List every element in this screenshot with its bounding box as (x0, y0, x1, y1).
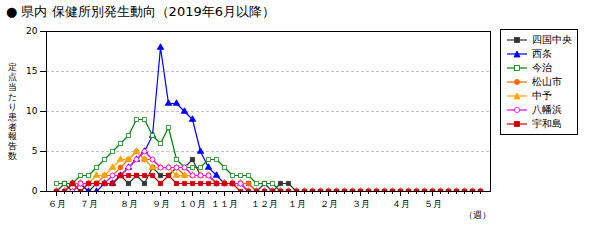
html-text:中予: 中予 (532, 90, 552, 101)
svg-text:定点当たり患者報告数: 定点当たり患者報告数 (7, 62, 17, 161)
html-text:● 県内 保健所別発生動向（2019年6月以降）: ● 県内 保健所別発生動向（2019年6月以降） (6, 4, 275, 19)
html-text:宇和島: 宇和島 (532, 118, 562, 129)
svg-text:５月: ５月 (424, 199, 442, 209)
svg-text:４月: ４月 (392, 199, 410, 209)
html-text:八幡浜: 八幡浜 (532, 104, 562, 115)
svg-text:5: 5 (32, 146, 38, 156)
svg-text:15: 15 (26, 66, 37, 76)
svg-text:７月: ７月 (80, 199, 98, 209)
svg-text:１１月: １１月 (211, 199, 238, 209)
svg-text:20: 20 (26, 26, 38, 36)
html-text:西条: 西条 (532, 48, 552, 59)
svg-text:６月: ６月 (48, 199, 66, 209)
svg-text:９月: ９月 (152, 199, 170, 209)
html-text:今治: 今治 (532, 62, 552, 73)
svg-text:10: 10 (26, 106, 38, 116)
svg-text:１月: １月 (288, 199, 306, 209)
svg-text:（週）: （週） (464, 210, 491, 220)
svg-text:0: 0 (32, 186, 38, 196)
svg-text:１０月: １０月 (179, 199, 206, 209)
svg-text:３月: ３月 (352, 199, 370, 209)
html-text:四国中央: 四国中央 (532, 34, 572, 45)
svg-text:１２月: １２月 (251, 199, 278, 209)
svg-text:８月: ８月 (120, 199, 138, 209)
svg-text:２月: ２月 (320, 199, 338, 209)
html-text:松山市: 松山市 (532, 76, 562, 87)
